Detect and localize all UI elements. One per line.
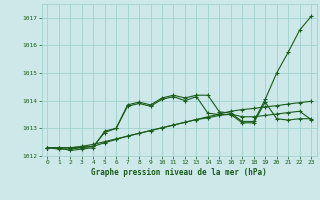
- X-axis label: Graphe pression niveau de la mer (hPa): Graphe pression niveau de la mer (hPa): [91, 168, 267, 177]
